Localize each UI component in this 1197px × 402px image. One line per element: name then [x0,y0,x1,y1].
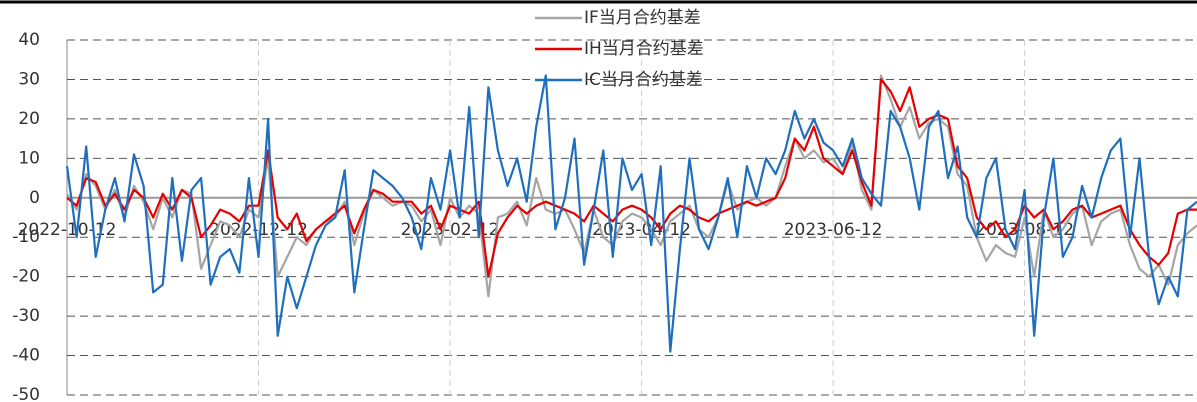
x-tick-label: 2022-10-12 [18,220,117,240]
x-tick-label: 2023-04-12 [592,220,691,240]
y-tick-label: -10 [12,227,40,247]
legend-label: IH当月合约基差 [584,39,704,59]
y-tick-label: 40 [18,30,40,50]
y-tick-label: -50 [12,385,40,402]
y-tick-label: 0 [29,188,40,208]
legend-label: IF当月合约基差 [584,8,701,28]
y-tick-label: 10 [18,148,40,168]
legend-label: IC当月合约基差 [584,70,703,90]
y-tick-label: 30 [18,69,40,89]
plot-lines [65,74,1197,353]
y-tick-label: -20 [12,267,40,287]
y-tick-label: -40 [12,346,40,366]
x-tick-label: 2023-06-12 [784,220,883,240]
y-tick-label: -30 [12,306,40,326]
series-line [65,74,1197,353]
series-line [66,74,1197,298]
legend: IF当月合约基差 IH当月合约基差 IC当月合约基差 [535,8,704,90]
y-tick-label: 20 [18,109,40,129]
